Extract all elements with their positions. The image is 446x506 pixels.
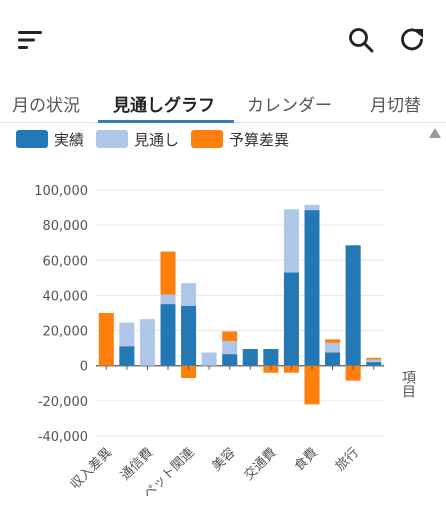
x-tick-label: 食費 — [291, 445, 321, 475]
actual-bar — [263, 349, 279, 366]
chart-legend: 実績 見通し 予算差異 — [16, 128, 301, 150]
variance-bar — [181, 365, 197, 379]
actual-bar — [181, 305, 197, 366]
active-tab-indicator — [98, 120, 234, 123]
legend-swatch-forecast — [96, 130, 129, 148]
x-tick-label: 旅行 — [333, 445, 362, 474]
y-tick-label: 40,000 — [43, 289, 89, 304]
sort-icon[interactable] — [12, 22, 48, 58]
actual-bar — [345, 245, 361, 366]
legend-label-variance: 予算差異 — [229, 130, 290, 149]
forecast-chart: -40,000 -20,000 0 20,000 40,000 60,000 80,000 1… — [0, 160, 446, 502]
tab-forecast-graph[interactable]: 見通しグラフ — [113, 95, 215, 116]
legend-swatch-actual — [16, 130, 48, 148]
actual-bar — [366, 362, 382, 366]
legend-item-forecast[interactable]: 見通し — [96, 129, 179, 150]
variance-bar — [98, 313, 114, 366]
actual-bar — [325, 352, 341, 366]
actual-bar — [304, 210, 320, 366]
variance-bar — [222, 331, 238, 342]
tab-calendar[interactable]: カレンダー — [247, 95, 332, 116]
x-axis-label: 項目 — [400, 370, 416, 398]
y-tick-label: -20,000 — [38, 395, 88, 410]
search-icon[interactable] — [343, 22, 379, 58]
x-tick-label: 美容 — [209, 445, 239, 475]
actual-bar — [222, 354, 238, 366]
variance-bar — [160, 251, 176, 295]
actual-bar — [242, 349, 258, 366]
actual-bar — [119, 346, 135, 366]
actual-bar — [160, 304, 176, 366]
legend-swatch-variance — [191, 130, 224, 148]
x-tick-label: 交通費 — [241, 445, 280, 484]
variance-bar — [366, 357, 382, 360]
x-tick-label: 収入差異 — [68, 445, 115, 492]
scroll-up-arrow-icon[interactable] — [429, 128, 441, 138]
y-tick-label: 80,000 — [43, 219, 89, 234]
y-tick-label: 0 — [80, 360, 88, 375]
legend-label-actual: 実績 — [54, 130, 85, 149]
legend-item-variance[interactable]: 予算差異 — [191, 129, 289, 150]
forecast-bar — [139, 319, 155, 366]
legend-label-forecast: 見通し — [134, 130, 180, 149]
x-tick-label: 通信費 — [118, 445, 156, 483]
y-tick-label: 20,000 — [43, 325, 89, 340]
actual-bar — [283, 272, 299, 366]
variance-bar — [345, 365, 361, 381]
y-tick-label: 60,000 — [43, 254, 89, 269]
refresh-icon[interactable] — [394, 22, 430, 58]
y-tick-label: -40,000 — [38, 430, 88, 445]
variance-bar — [304, 365, 320, 405]
tab-month-switch[interactable]: 月切替 — [370, 95, 421, 116]
forecast-bar — [201, 352, 217, 366]
tab-monthly-status[interactable]: 月の状況 — [12, 95, 80, 116]
tab-bar: 月の状況 見通しグラフ カレンダー 月切替 — [0, 80, 446, 123]
legend-item-actual[interactable]: 実績 — [16, 129, 84, 150]
chart-svg: -40,000 -20,000 0 20,000 40,000 60,000 80,000 1… — [34, 184, 416, 502]
y-tick-label: 100,000 — [34, 184, 88, 199]
top-app-bar — [0, 0, 446, 80]
variance-bar — [325, 339, 341, 343]
